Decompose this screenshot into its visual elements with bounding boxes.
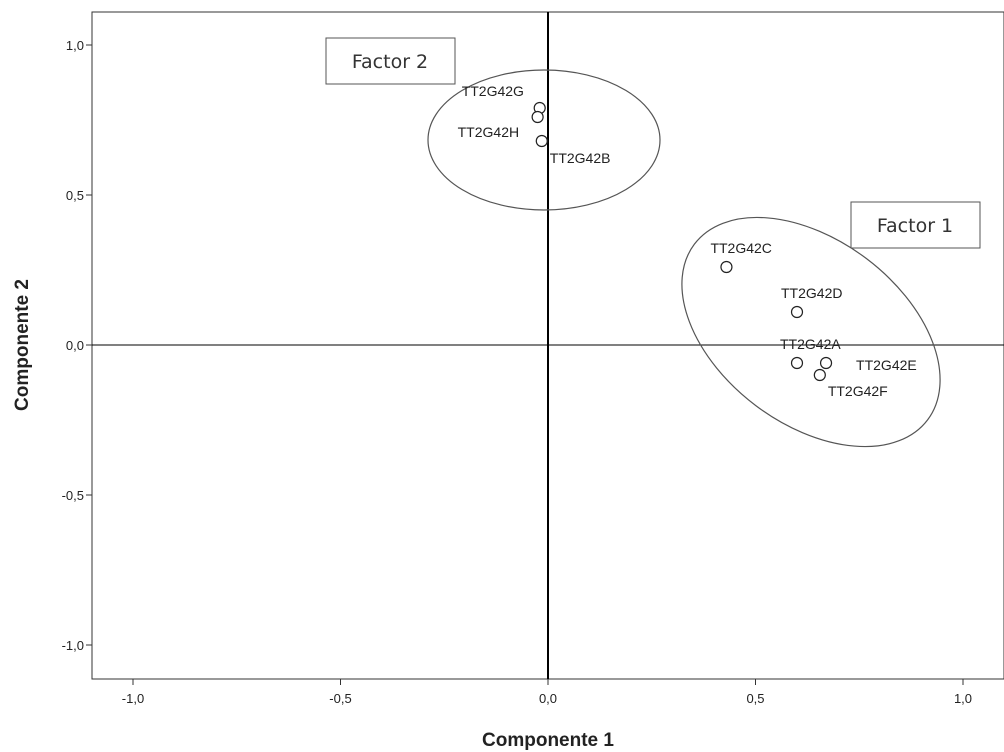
- factor-1-box: [850, 201, 981, 249]
- x-tick-label: -1,0: [122, 691, 144, 706]
- x-tick-label: 0,5: [746, 691, 764, 706]
- point-label-tt2g42c: TT2G42C: [710, 240, 771, 256]
- y-tick-label: 0,0: [66, 338, 84, 353]
- x-tick-label: 0,0: [539, 691, 557, 706]
- point-tt2g42b: [535, 134, 548, 148]
- x-tick-label: 1,0: [954, 691, 972, 706]
- point-tt2g42a: [790, 356, 804, 370]
- point-tt2g42f: [813, 368, 826, 382]
- y-axis-ticks: -1,0 -0,5 0,0 0,5 1,0: [62, 38, 92, 653]
- point-tt2g42h: [531, 110, 544, 124]
- factor-2-label: Factor 2: [352, 51, 428, 73]
- factor-2-box: [325, 37, 456, 85]
- point-label-tt2g42e: TT2G42E: [856, 357, 917, 373]
- y-tick-label: -1,0: [62, 638, 84, 653]
- y-tick-label: 1,0: [66, 38, 84, 53]
- x-tick-label: -0,5: [329, 691, 351, 706]
- factor-1-label: Factor 1: [877, 215, 953, 237]
- factor-1-ellipse: [681, 216, 941, 448]
- factor-1-annotation: Factor 1: [850, 201, 981, 249]
- point-tt2g42c: [720, 260, 733, 274]
- factor-2-annotation: Factor 2: [325, 37, 456, 85]
- x-axis-title: Componente 1: [482, 730, 614, 751]
- point-label-tt2g42f: TT2G42F: [828, 383, 888, 399]
- point-tt2g42e: [819, 356, 833, 370]
- y-axis-title: Componente 2: [12, 279, 33, 411]
- point-label-tt2g42b: TT2G42B: [550, 150, 611, 166]
- data-points: TT2G42G TT2G42H TT2G42B TT2G42C TT2G42D TT2G4…: [458, 83, 917, 399]
- point-label-tt2g42g: TT2G42G: [462, 83, 524, 99]
- x-axis-ticks: -1,0 -0,5 0,0 0,5 1,0: [122, 679, 972, 706]
- y-tick-label: -0,5: [62, 488, 84, 503]
- point-label-tt2g42d: TT2G42D: [781, 285, 842, 301]
- y-tick-label: 0,5: [66, 188, 84, 203]
- point-label-tt2g42h: TT2G42H: [458, 124, 519, 140]
- factor-2-ellipse: [427, 69, 661, 211]
- point-label-tt2g42a: TT2G42A: [780, 336, 841, 352]
- point-tt2g42d: [790, 305, 804, 319]
